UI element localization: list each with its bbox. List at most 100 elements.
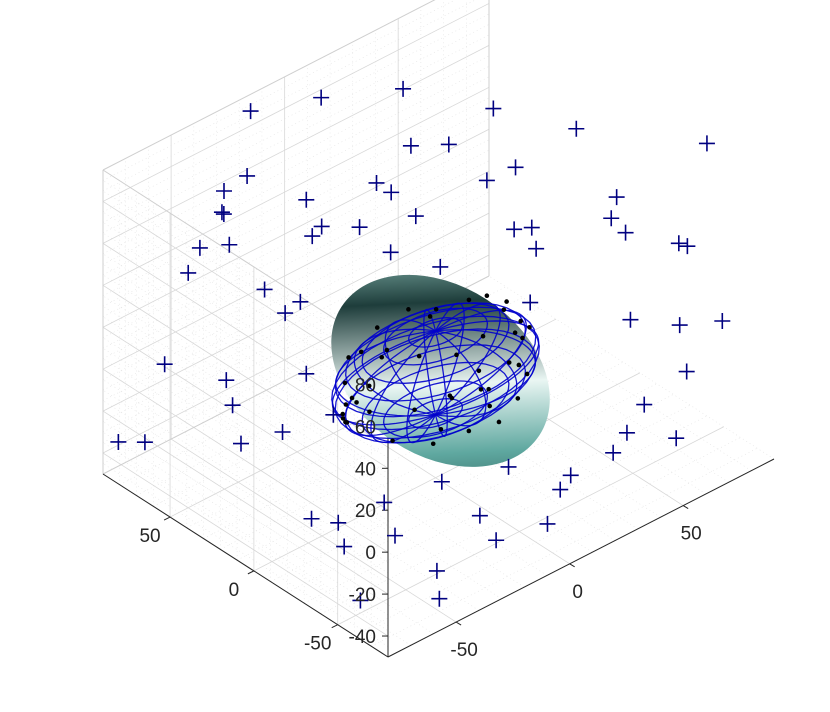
major-grid-line <box>102 284 389 469</box>
z-tick-label: -40 <box>349 627 376 648</box>
minor-grid-line <box>102 337 389 521</box>
dot-marker <box>406 307 411 312</box>
plus-marker <box>618 424 635 441</box>
plus-marker <box>336 538 353 555</box>
plus-marker <box>110 433 127 450</box>
plus-marker <box>136 434 153 451</box>
plus-marker <box>382 244 399 261</box>
y-tick-label: 0 <box>229 580 240 601</box>
dot-marker <box>520 335 525 341</box>
major-grid-line <box>102 3 490 202</box>
minor-grid-line <box>102 66 490 265</box>
dot-marker <box>518 318 524 324</box>
minor-grid-line <box>102 181 490 380</box>
minor-grid-line <box>102 118 490 318</box>
x-tick-label: 50 <box>681 524 702 545</box>
ellipsoid-meridian <box>435 302 501 416</box>
major-grid-line <box>102 212 490 412</box>
minor-grid-line <box>261 392 548 576</box>
plus-marker <box>351 219 368 236</box>
plus-marker <box>213 204 230 221</box>
major-grid-line <box>102 45 490 244</box>
z-tick-label: 40 <box>355 459 376 480</box>
minor-grid-line <box>102 244 490 443</box>
major-grid-line <box>253 372 641 572</box>
plus-marker <box>242 103 259 120</box>
plus-marker <box>636 396 653 413</box>
plus-marker <box>256 281 273 298</box>
z-tick-label: 0 <box>365 543 376 564</box>
z-tick-label: -20 <box>349 585 376 606</box>
y-axis-line <box>102 473 389 658</box>
plus-marker <box>352 592 369 609</box>
dot-marker <box>466 297 472 303</box>
minor-grid-line <box>236 361 624 561</box>
minor-grid-line <box>307 368 593 553</box>
minor-grid-line <box>287 394 674 593</box>
dot-marker <box>412 407 417 413</box>
ellipsoid-meridian <box>435 330 487 427</box>
minor-grid-line <box>352 345 638 530</box>
minor-grid-line <box>102 24 490 223</box>
minor-grid-line <box>102 421 389 605</box>
dot-marker <box>447 393 453 398</box>
minor-grid-line <box>102 358 389 542</box>
dot-marker <box>504 299 509 304</box>
plus-marker <box>500 458 517 475</box>
minor-grid-line <box>488 275 775 460</box>
plus-marker <box>215 206 232 223</box>
plus-marker <box>330 514 347 531</box>
plus-marker <box>395 80 412 97</box>
plus-marker <box>313 218 330 235</box>
minor-grid-line <box>102 233 490 433</box>
minor-grid-line <box>466 287 752 471</box>
minor-grid-line <box>102 274 389 459</box>
ellipsoid-meridian <box>353 328 436 416</box>
plus-marker <box>603 210 620 227</box>
ellipsoid-meridian <box>331 330 436 426</box>
major-grid-line <box>284 380 570 565</box>
plus-marker <box>383 184 400 201</box>
x-tick <box>569 563 575 568</box>
dot-marker <box>515 396 521 401</box>
ellipsoid-meridian <box>335 330 436 417</box>
dot-marker <box>374 325 380 330</box>
plus-marker <box>671 317 688 334</box>
dot-marker <box>367 409 372 415</box>
minor-grid-line <box>102 76 490 276</box>
minor-grid-line <box>102 265 490 464</box>
minor-grid-line <box>102 191 490 391</box>
minor-grid-line <box>102 253 389 438</box>
minor-grid-line <box>371 447 758 647</box>
plus-marker <box>714 313 731 329</box>
plus-marker <box>622 311 639 328</box>
x-tick-label: -50 <box>450 640 477 661</box>
plus-marker <box>239 167 256 184</box>
plus-marker <box>488 532 505 549</box>
plus-marker <box>478 172 495 189</box>
z-tick-label: 20 <box>355 501 376 522</box>
x-axis-line <box>387 458 775 658</box>
minor-grid-line <box>102 463 389 647</box>
dot-marker <box>349 395 355 401</box>
dot-marker <box>384 347 390 353</box>
dot-marker <box>516 362 522 368</box>
back-edge <box>102 0 436 171</box>
minor-grid-line <box>102 347 389 532</box>
dot-marker <box>343 402 349 407</box>
major-grid-line <box>102 86 490 286</box>
plus-marker <box>303 510 320 527</box>
plus-marker <box>387 527 403 544</box>
y-tick-label: 50 <box>139 526 160 547</box>
plus-marker <box>440 136 457 153</box>
minor-grid-line <box>102 379 389 563</box>
minor-grid-line <box>102 400 389 584</box>
plus-marker <box>376 494 393 511</box>
dot-marker <box>430 441 436 447</box>
y-tick-label: -50 <box>304 634 331 655</box>
dot-marker <box>466 428 472 434</box>
plus-marker <box>506 221 523 238</box>
plus-marker <box>292 293 309 310</box>
y-tick <box>163 516 171 521</box>
